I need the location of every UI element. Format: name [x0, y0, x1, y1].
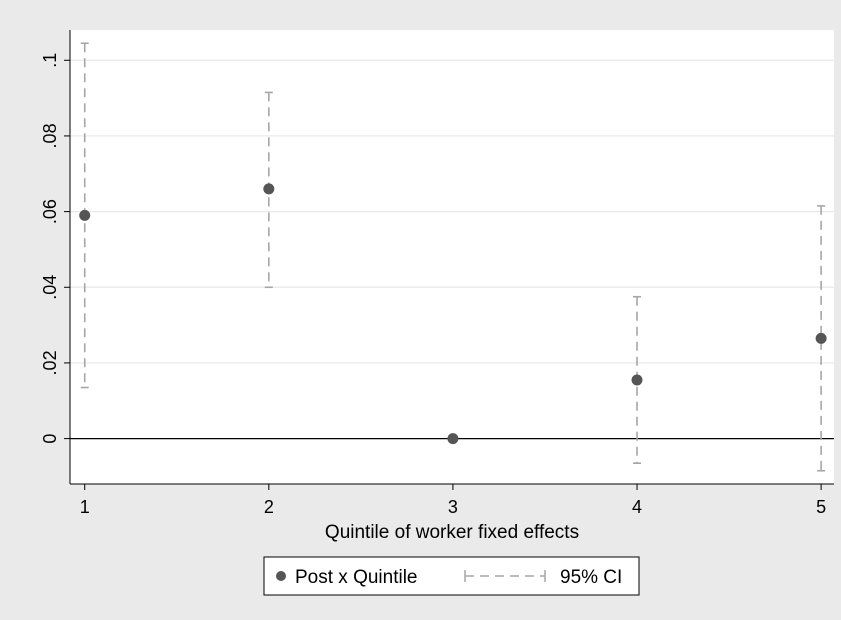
legend-box: [263, 556, 640, 596]
gridlines: [70, 59, 834, 364]
legend-marker-point: [276, 571, 286, 581]
data-point-4: [631, 374, 643, 386]
data-point-2: [263, 183, 275, 195]
y-tick-label-4: .02: [40, 350, 60, 375]
legend: Post x Quintile 95% CI: [263, 556, 640, 596]
y-tick-label-0: .1: [40, 53, 60, 68]
data-point-3: [447, 433, 459, 445]
x-axis-ticks: 1 2 3 4 5: [80, 484, 826, 517]
y-axis-ticks: .1 .08 .06 .04 .02 0: [40, 53, 70, 444]
y-tick-label-3: .04: [40, 275, 60, 300]
axes: [69, 30, 834, 485]
x-tick-label-4: 5: [816, 497, 826, 517]
legend-label-ci: 95% CI: [560, 567, 622, 588]
point-estimates: [79, 183, 827, 445]
x-tick-label-2: 3: [448, 497, 458, 517]
data-point-5: [815, 332, 827, 344]
x-axis-title: Quintile of worker fixed effects: [325, 522, 579, 543]
x-tick-label-3: 4: [632, 497, 642, 517]
legend-label-point: Post x Quintile: [295, 567, 418, 588]
x-tick-label-0: 1: [80, 497, 90, 517]
plot-area: [70, 30, 834, 484]
x-tick-label-1: 2: [264, 497, 274, 517]
y-tick-label-5: 0: [40, 434, 60, 444]
data-point-1: [79, 209, 91, 221]
y-tick-label-2: .06: [40, 199, 60, 224]
y-tick-label-1: .08: [40, 123, 60, 148]
